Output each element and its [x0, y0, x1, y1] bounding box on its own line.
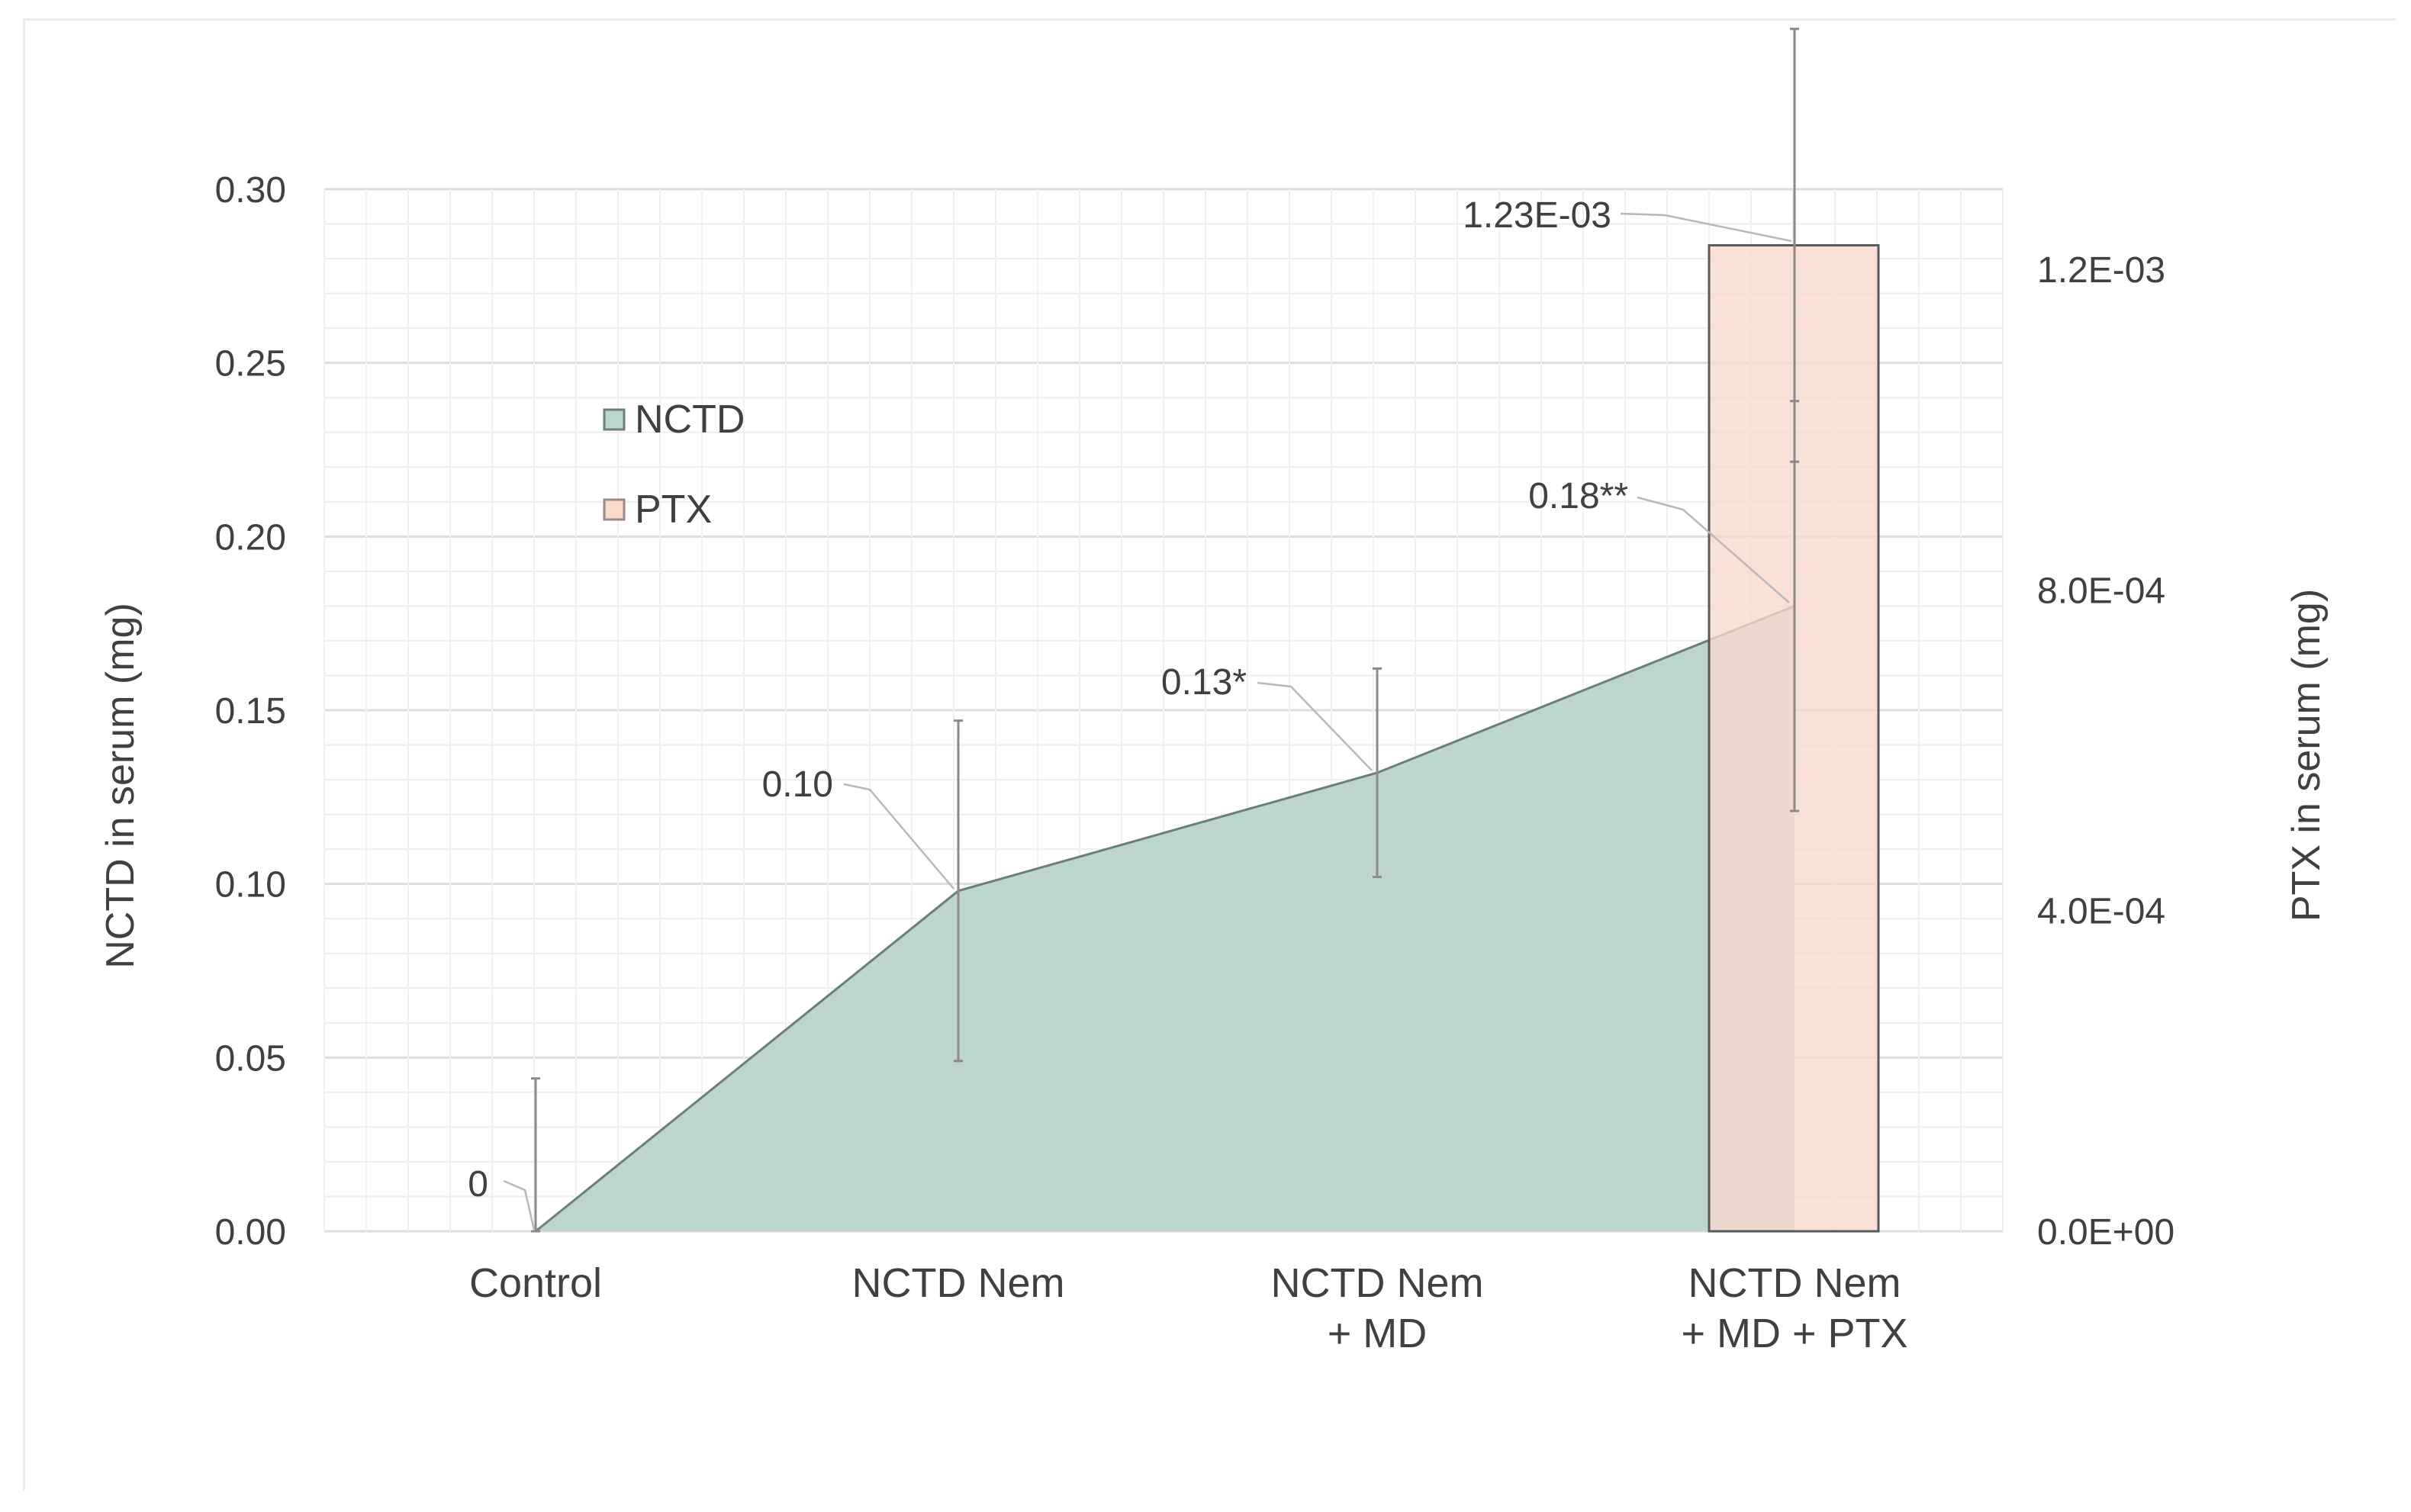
- y-tick-label: 0.30: [215, 170, 286, 211]
- x-category-label-line: NCTD Nem: [1688, 1260, 1901, 1306]
- nctd-label-leader: [1257, 681, 1373, 771]
- ptx-data-label: 1.23E-03: [1463, 195, 1611, 236]
- ptx-label-leader: [1620, 212, 1792, 243]
- chart-frame: [23, 18, 2396, 1491]
- x-category-label-line: Control: [469, 1260, 602, 1306]
- legend: NCTD PTX: [603, 397, 745, 532]
- nctd-label-leader: [843, 783, 954, 890]
- legend-swatch-nctd: [603, 408, 626, 431]
- y2-tick-label: 4.0E-04: [2037, 892, 2165, 932]
- legend-swatch-ptx: [603, 498, 626, 521]
- nctd-data-label: 0.13*: [1161, 662, 1247, 703]
- nctd-area: [536, 606, 1795, 1231]
- x-category-label-line: NCTD Nem: [852, 1260, 1065, 1306]
- nctd-line: [535, 605, 1795, 1233]
- nctd-label-leader: [1637, 496, 1790, 603]
- x-category-label: NCTD Nem + MD: [1271, 1260, 1484, 1356]
- x-category-label-line: NCTD Nem: [1271, 1260, 1484, 1306]
- x-category-label-line: + MD: [1328, 1311, 1428, 1356]
- axes: NCTD in serum (mg) PTX in serum (mg) 0.0…: [98, 170, 2329, 1356]
- x-category-label-line: + MD + PTX: [1681, 1311, 1907, 1356]
- error-bars: [531, 27, 1799, 1233]
- x-category-label: Control: [469, 1260, 602, 1306]
- y-tick-label: 0.10: [215, 865, 286, 906]
- nctd-area-layer: [535, 605, 1795, 1233]
- nctd-data-label: 0: [468, 1164, 488, 1205]
- nctd-data-label: 0.18**: [1528, 476, 1628, 516]
- y2-tick-label: 1.2E-03: [2037, 250, 2165, 291]
- x-category-label: NCTD Nem: [852, 1260, 1065, 1306]
- nctd-data-label: 0.10: [762, 764, 833, 805]
- y-tick-label: 0.20: [215, 517, 286, 558]
- legend-label-nctd: NCTD: [635, 397, 745, 442]
- legend-label-ptx: PTX: [635, 487, 712, 532]
- y-tick-label: 0.00: [215, 1212, 286, 1253]
- x-category-label: NCTD Nem + MD + PTX: [1681, 1260, 1907, 1356]
- y-tick-label: 0.05: [215, 1038, 286, 1079]
- y2-axis-title: PTX in serum (mg): [2284, 589, 2329, 922]
- data-labels: 0 0.10 0.13* 0.18** 1.23E-03: [468, 195, 1792, 1231]
- y-axis-title: NCTD in serum (mg): [98, 603, 143, 969]
- y-tick-label: 0.15: [215, 691, 286, 732]
- y2-tick-label: 0.0E+00: [2037, 1212, 2174, 1253]
- y-tick-label: 0.25: [215, 344, 286, 384]
- y2-tick-label: 8.0E-04: [2037, 571, 2165, 611]
- nctd-label-leader: [503, 1179, 536, 1231]
